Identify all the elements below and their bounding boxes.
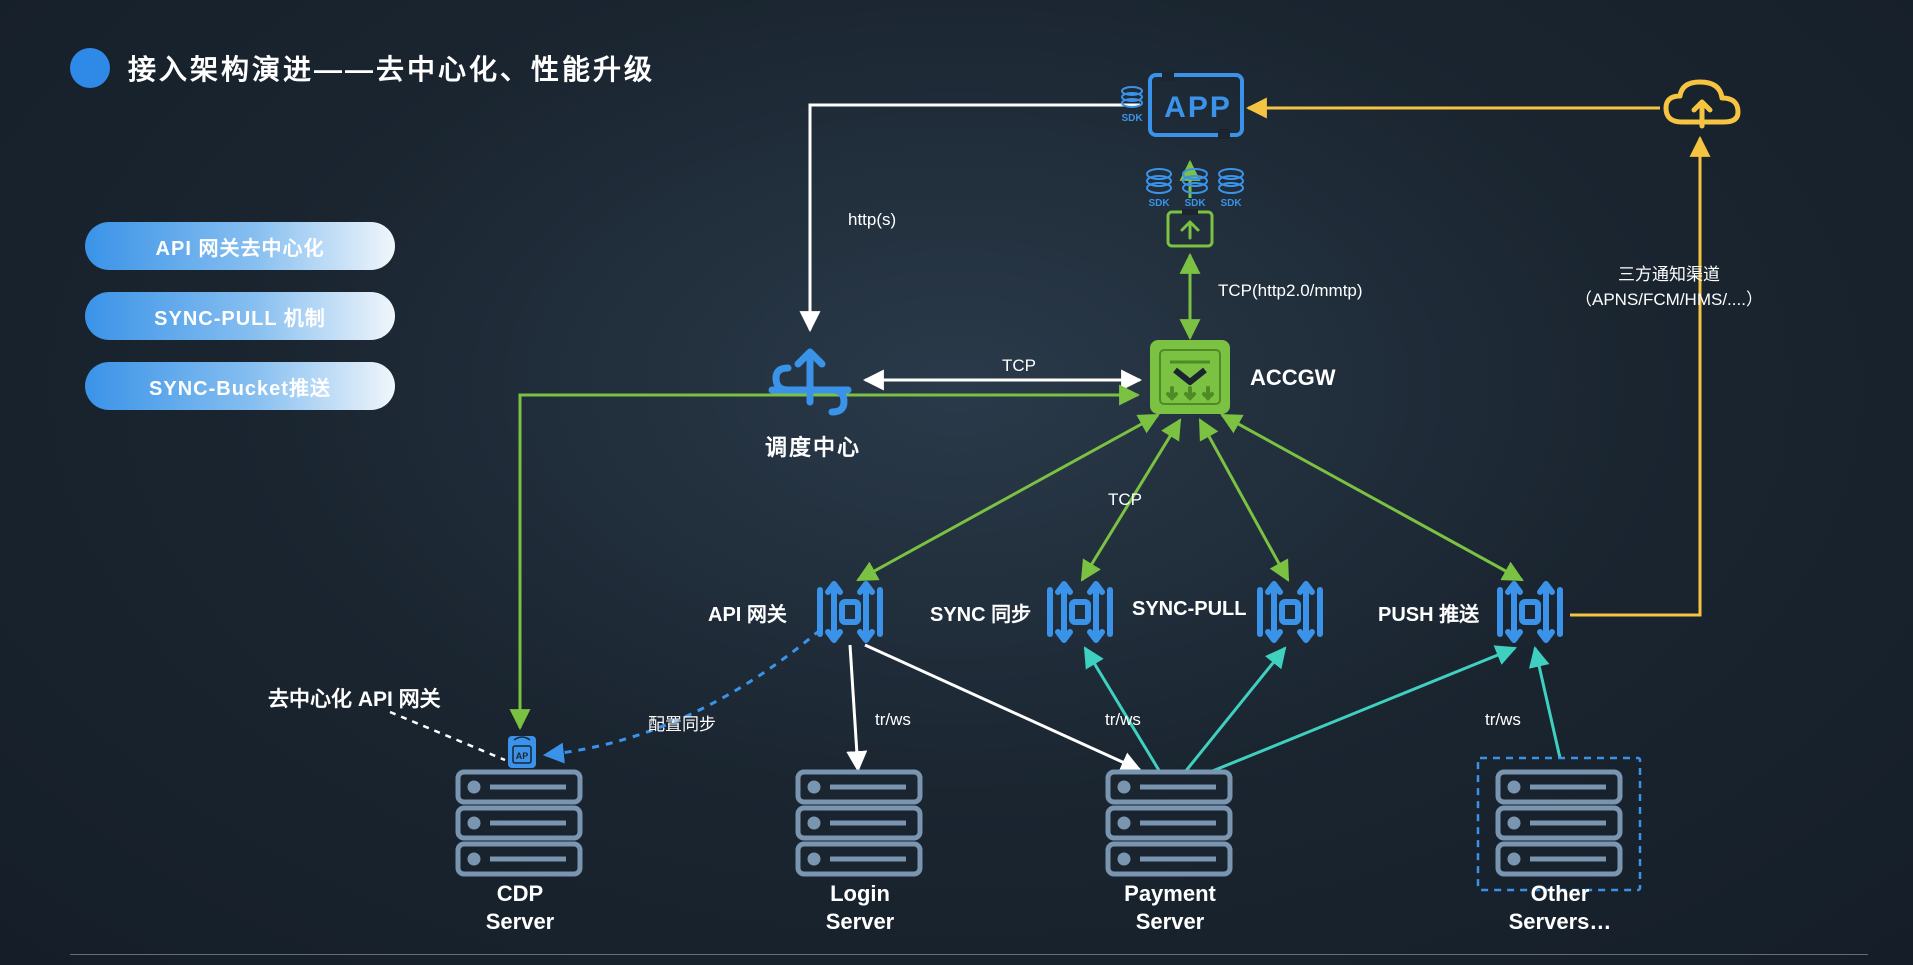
title-dot-icon <box>70 48 110 88</box>
edge-https: http(s) <box>848 210 896 230</box>
svg-text:AP: AP <box>516 751 529 761</box>
svg-text:SDK: SDK <box>1148 198 1170 209</box>
cloud-icon <box>1666 82 1738 126</box>
pill-sync-pull: SYNC-PULL 机制 <box>85 292 395 340</box>
server-login <box>798 772 920 874</box>
edge-third-party: 三方通知渠道 （APNS/FCM/HMS/....） <box>1575 263 1763 312</box>
gw-label-3: PUSH 推送 <box>1378 598 1479 627</box>
srv-label-1: Login Server <box>770 880 950 935</box>
footer-divider <box>70 954 1868 955</box>
decentralized-label: 去中心化 API 网关 <box>268 683 441 713</box>
pill-sync-bucket: SYNC-Bucket推送 <box>85 362 395 410</box>
edge-trws1: tr/ws <box>875 710 911 730</box>
svg-text:SDK: SDK <box>1184 198 1206 209</box>
svg-text:SDK: SDK <box>1220 198 1242 209</box>
edge-trws2: tr/ws <box>1105 710 1141 730</box>
server-cdp <box>458 772 580 874</box>
upload-box-icon <box>1168 209 1212 246</box>
gateway-api <box>820 584 880 640</box>
edge-tcp-h: TCP <box>1002 356 1036 376</box>
accgw-node <box>1150 340 1230 414</box>
pill-label: API 网关去中心化 <box>156 232 325 261</box>
edge-cfgsync: 配置同步 <box>648 710 716 735</box>
sdk-icons: SDK SDK SDK <box>1147 169 1243 209</box>
pill-label: SYNC-Bucket推送 <box>149 372 331 401</box>
pill-label: SYNC-PULL 机制 <box>154 302 326 331</box>
edge-tcpmmtp: TCP(http2.0/mmtp) <box>1218 281 1363 301</box>
svg-text:APP: APP <box>1164 91 1232 124</box>
gw-label-2: SYNC-PULL <box>1132 598 1246 621</box>
gw-label-1: SYNC 同步 <box>930 598 1031 627</box>
server-other <box>1478 758 1640 890</box>
dispatch-label: 调度中心 <box>765 430 861 462</box>
title-bar: 接入架构演进——去中心化、性能升级 <box>70 48 655 88</box>
app-node: APP SDK <box>1121 71 1242 139</box>
pill-api-gateway: API 网关去中心化 <box>85 222 395 270</box>
svg-text:SDK: SDK <box>1121 113 1143 124</box>
dispatch-icon <box>772 352 848 412</box>
srv-label-3: Other Servers… <box>1470 880 1650 935</box>
ap-mini-icon: AP <box>508 736 536 768</box>
diagram-canvas: APP SDK SDK SDK SDK <box>0 0 1913 965</box>
gateway-push <box>1500 584 1560 640</box>
edge-trws3: tr/ws <box>1485 710 1521 730</box>
page-title: 接入架构演进——去中心化、性能升级 <box>128 48 655 88</box>
gateway-sync <box>1050 584 1110 640</box>
srv-label-2: Payment Server <box>1080 880 1260 935</box>
gw-label-0: API 网关 <box>708 598 787 627</box>
edge-tcp-v: TCP <box>1108 490 1142 510</box>
srv-label-0: CDP Server <box>430 880 610 935</box>
server-payment <box>1108 772 1230 874</box>
gateway-syncpull <box>1260 584 1320 640</box>
accgw-label: ACCGW <box>1250 365 1336 391</box>
